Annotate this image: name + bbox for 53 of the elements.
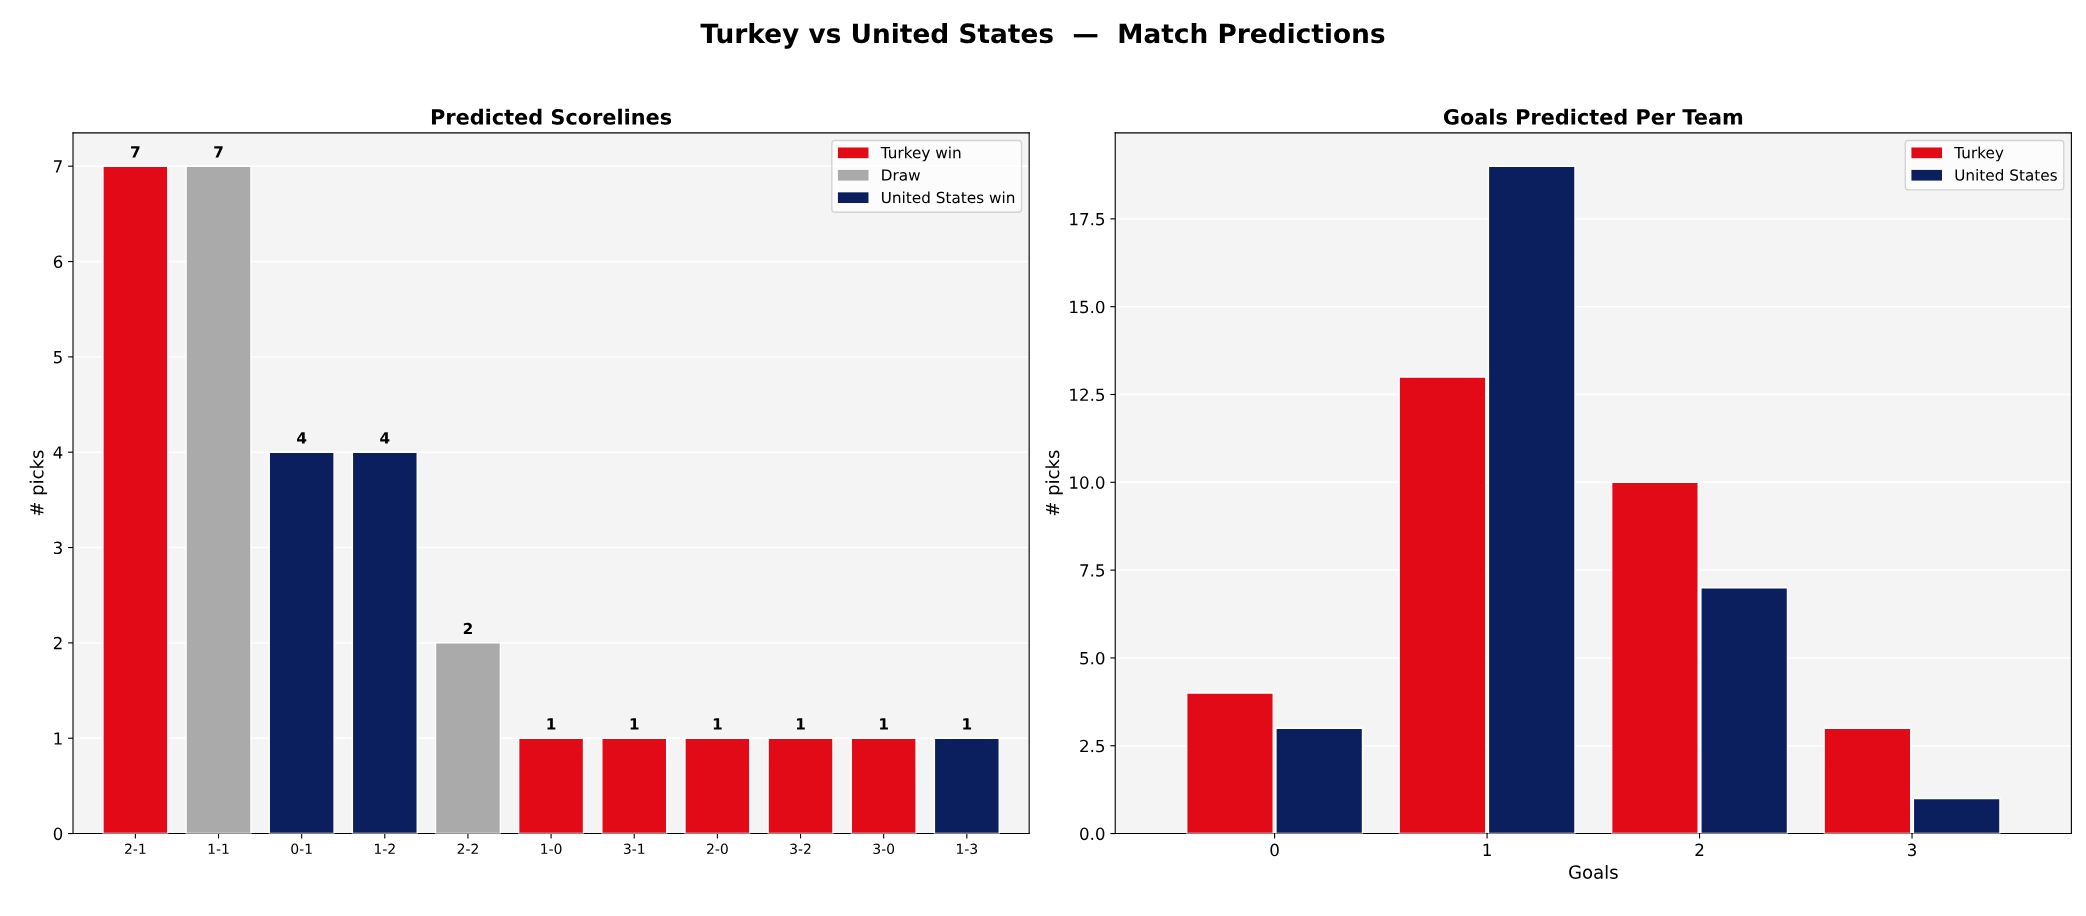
x-tick-label: 2-0 [707, 843, 728, 855]
y-axis-title: # picks [29, 450, 48, 516]
data-label: 1 [547, 718, 556, 730]
x-tick-label: 1-0 [541, 843, 562, 855]
chart-title: Goals Predicted Per Team [1443, 108, 1743, 125]
y-tick-label: 6 [53, 255, 63, 269]
x-tick-label: 3 [1908, 843, 1916, 857]
x-tick-label: 2 [1695, 843, 1704, 856]
y-tick-label: 3 [53, 541, 62, 555]
y-tick-label: 5 [53, 351, 62, 364]
x-tick-label: 1-1 [208, 843, 229, 854]
y-tick-label: 7 [54, 160, 62, 173]
x-tick-label: 2-2 [457, 843, 478, 854]
y-tick-label: 17.5 [1070, 213, 1105, 226]
data-label: 1 [796, 718, 805, 730]
y-tick-label: 10.0 [1070, 476, 1105, 489]
data-label: 1 [880, 718, 888, 730]
y-tick-label: 15.0 [1070, 300, 1105, 314]
data-label: 4 [380, 432, 390, 444]
x-tick-label: 1-3 [957, 843, 978, 855]
legend-label: United States [1955, 168, 2057, 181]
data-label: 7 [214, 146, 223, 158]
x-tick-label: 3-1 [623, 843, 645, 855]
x-tick-label: 3-2 [790, 843, 811, 855]
data-label: 7 [131, 146, 140, 158]
x-tick-label: 3-0 [873, 843, 895, 855]
x-tick-label: 1 [1483, 843, 1491, 856]
y-tick-label: 2.5 [1080, 739, 1105, 753]
y-tick-label: 7.5 [1080, 564, 1105, 577]
data-label: 1 [963, 718, 972, 730]
y-axis-title: # picks [1045, 450, 1063, 516]
text: Turkey vs United States — Match Predictions [700, 22, 1385, 49]
data-label: 1 [630, 718, 639, 730]
data-label: 2 [463, 622, 472, 635]
y-tick-label: 12.5 [1070, 388, 1105, 402]
chart-title: Predicted Scorelines [431, 108, 672, 125]
data-label: 1 [713, 718, 722, 730]
x-tick-label: 0 [1270, 843, 1279, 857]
legend-label: Turkey win [880, 146, 961, 162]
data-label: 4 [297, 432, 307, 444]
y-tick-label: 4 [53, 446, 63, 459]
y-tick-label: 2 [53, 636, 62, 650]
legend-label: United States win [882, 191, 1015, 204]
y-tick-label: 0 [53, 827, 63, 841]
y-tick-label: 5.0 [1080, 651, 1105, 665]
x-tick-label: 1-2 [374, 843, 395, 854]
y-tick-label: 0.0 [1080, 827, 1105, 841]
legend-label: Turkey [1954, 146, 2004, 162]
x-axis-title: Goals [1569, 864, 1618, 879]
x-tick-label: 2-1 [125, 843, 146, 854]
y-tick-label: 1 [54, 732, 62, 745]
x-tick-label: 0-1 [291, 843, 312, 855]
legend-label: Draw [882, 169, 920, 181]
